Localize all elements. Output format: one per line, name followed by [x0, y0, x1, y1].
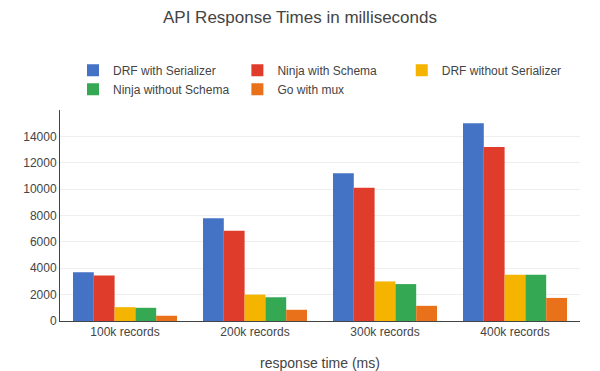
svg-text:0: 0: [50, 314, 57, 328]
svg-text:6000: 6000: [30, 235, 57, 249]
svg-text:200k records: 200k records: [220, 325, 289, 339]
svg-text:DRF with Serializer: DRF with Serializer: [113, 64, 216, 78]
svg-text:Ninja with Schema: Ninja with Schema: [277, 64, 377, 78]
svg-text:DRF without Serializer: DRF without Serializer: [442, 64, 561, 78]
svg-text:10000: 10000: [23, 182, 57, 196]
svg-text:8000: 8000: [30, 209, 57, 223]
svg-text:100k records: 100k records: [90, 325, 159, 339]
svg-text:Go with mux: Go with mux: [277, 83, 344, 97]
svg-text:4000: 4000: [30, 261, 57, 275]
svg-text:400k records: 400k records: [480, 325, 549, 339]
svg-text:14000: 14000: [23, 130, 57, 144]
svg-text:12000: 12000: [23, 156, 57, 170]
svg-text:response time (ms): response time (ms): [260, 355, 380, 371]
svg-text:Ninja without Schema: Ninja without Schema: [113, 83, 229, 97]
svg-text:API Response Times in millisec: API Response Times in milliseconds: [163, 8, 437, 27]
svg-text:2000: 2000: [30, 288, 57, 302]
svg-text:300k records: 300k records: [350, 325, 419, 339]
